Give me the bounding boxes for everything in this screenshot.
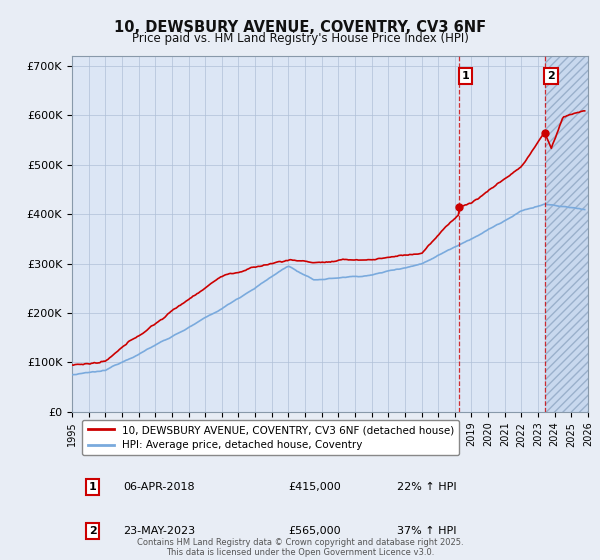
Text: 06-APR-2018: 06-APR-2018 <box>124 482 195 492</box>
Text: £415,000: £415,000 <box>289 482 341 492</box>
Text: 1: 1 <box>462 71 470 81</box>
Text: 23-MAY-2023: 23-MAY-2023 <box>124 526 196 536</box>
Bar <box>545 56 596 412</box>
Bar <box>545 56 596 412</box>
Text: Contains HM Land Registry data © Crown copyright and database right 2025.
This d: Contains HM Land Registry data © Crown c… <box>137 538 463 557</box>
Text: 37% ↑ HPI: 37% ↑ HPI <box>397 526 457 536</box>
Text: 2: 2 <box>89 526 97 536</box>
Text: 22% ↑ HPI: 22% ↑ HPI <box>397 482 457 492</box>
Legend: 10, DEWSBURY AVENUE, COVENTRY, CV3 6NF (detached house), HPI: Average price, det: 10, DEWSBURY AVENUE, COVENTRY, CV3 6NF (… <box>82 420 460 455</box>
Text: £565,000: £565,000 <box>289 526 341 536</box>
Text: 2: 2 <box>547 71 555 81</box>
Text: 10, DEWSBURY AVENUE, COVENTRY, CV3 6NF: 10, DEWSBURY AVENUE, COVENTRY, CV3 6NF <box>114 20 486 35</box>
Text: Price paid vs. HM Land Registry's House Price Index (HPI): Price paid vs. HM Land Registry's House … <box>131 32 469 45</box>
Text: 1: 1 <box>89 482 97 492</box>
